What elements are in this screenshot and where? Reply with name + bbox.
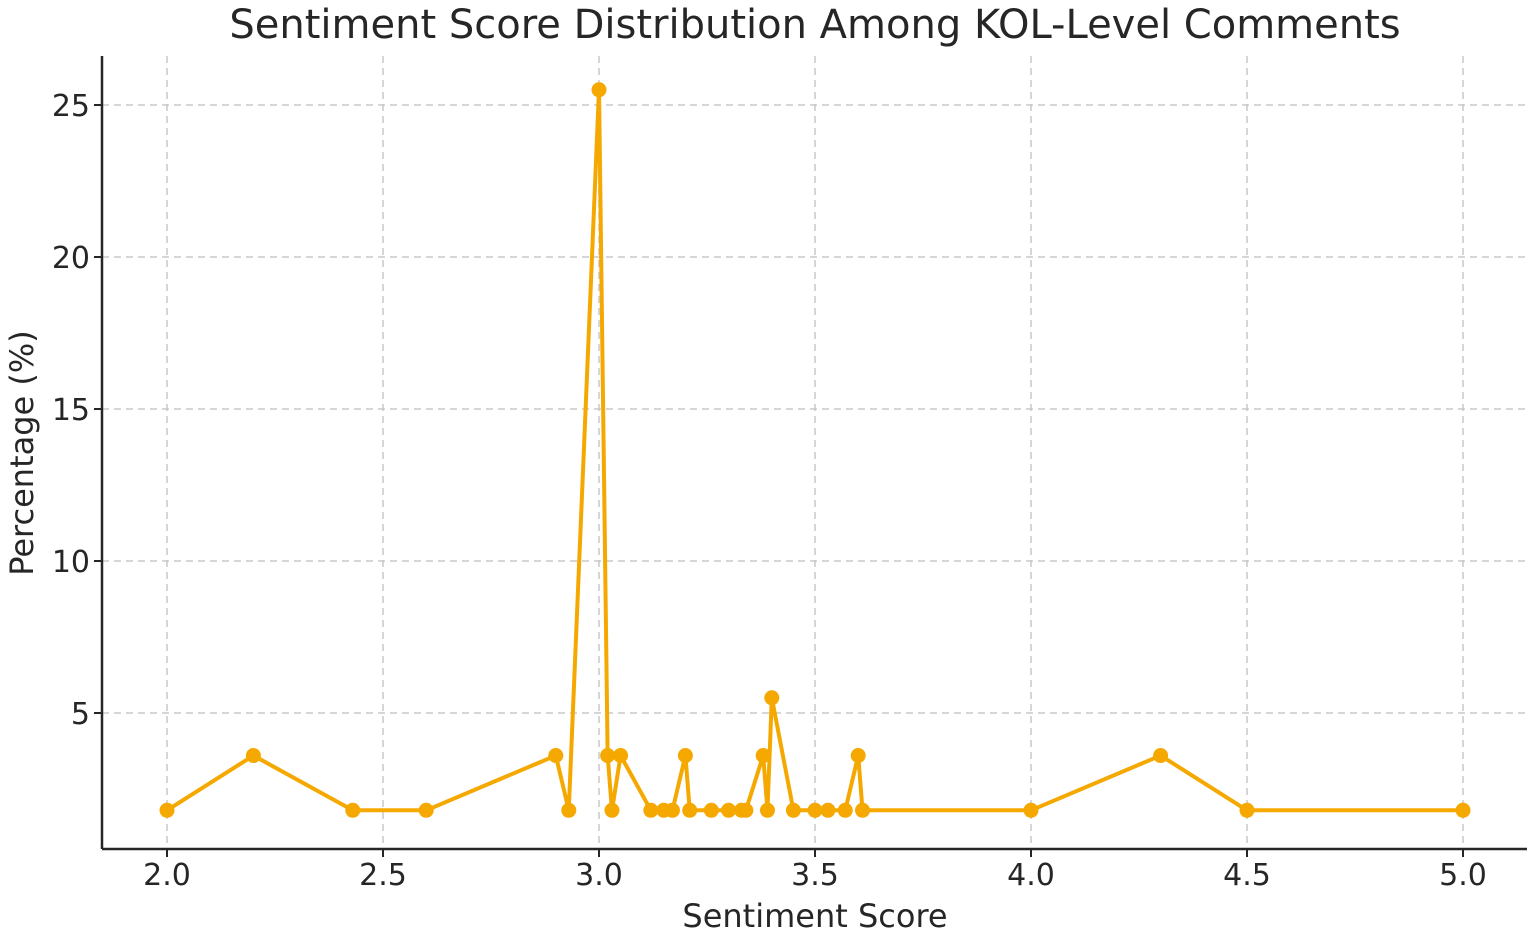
data-point <box>1455 802 1471 818</box>
data-point <box>759 802 775 818</box>
x-tick-label: 4.0 <box>1007 858 1055 893</box>
data-point <box>1023 802 1039 818</box>
data-point <box>1239 802 1255 818</box>
y-tick-label: 15 <box>52 393 90 428</box>
data-point <box>613 748 629 764</box>
x-tick-label: 2.5 <box>359 858 407 893</box>
data-point <box>604 802 620 818</box>
data-point <box>418 802 434 818</box>
x-tick-label: 4.5 <box>1223 858 1271 893</box>
tick-labels: 2.0 2.5 3.0 3.5 4.0 4.5 5.0 5 10 15 20 25 <box>52 89 1487 893</box>
y-axis-label: Percentage (%) <box>3 330 41 576</box>
data-point <box>703 802 719 818</box>
x-tick-label: 3.0 <box>575 858 623 893</box>
data-point <box>807 802 823 818</box>
data-point <box>677 748 693 764</box>
data-point <box>855 802 871 818</box>
axes <box>94 56 1527 857</box>
y-tick-label: 25 <box>52 89 90 124</box>
data-point <box>837 802 853 818</box>
chart-title: Sentiment Score Distribution Among KOL-L… <box>229 2 1400 48</box>
series-line <box>165 87 1465 813</box>
data-point <box>755 748 771 764</box>
data-point <box>561 802 577 818</box>
data-point <box>682 802 698 818</box>
data-point <box>820 802 836 818</box>
data-point <box>643 802 659 818</box>
data-point <box>764 690 780 706</box>
data-series <box>159 82 1471 818</box>
data-point <box>548 748 564 764</box>
data-point <box>738 802 754 818</box>
grid <box>102 56 1527 849</box>
x-tick-label: 3.5 <box>791 858 839 893</box>
data-point <box>664 802 680 818</box>
x-tick-label: 2.0 <box>143 858 191 893</box>
data-point <box>591 82 607 98</box>
data-point <box>721 802 737 818</box>
data-point <box>785 802 801 818</box>
y-tick-label: 10 <box>52 545 90 580</box>
data-point <box>245 748 261 764</box>
data-point <box>345 802 361 818</box>
data-point <box>600 748 616 764</box>
y-tick-label: 5 <box>71 697 90 732</box>
data-point <box>1153 748 1169 764</box>
y-tick-label: 20 <box>52 241 90 276</box>
x-axis-label: Sentiment Score <box>682 897 947 933</box>
x-tick-label: 5.0 <box>1439 858 1487 893</box>
data-point <box>850 748 866 764</box>
data-point <box>159 802 175 818</box>
